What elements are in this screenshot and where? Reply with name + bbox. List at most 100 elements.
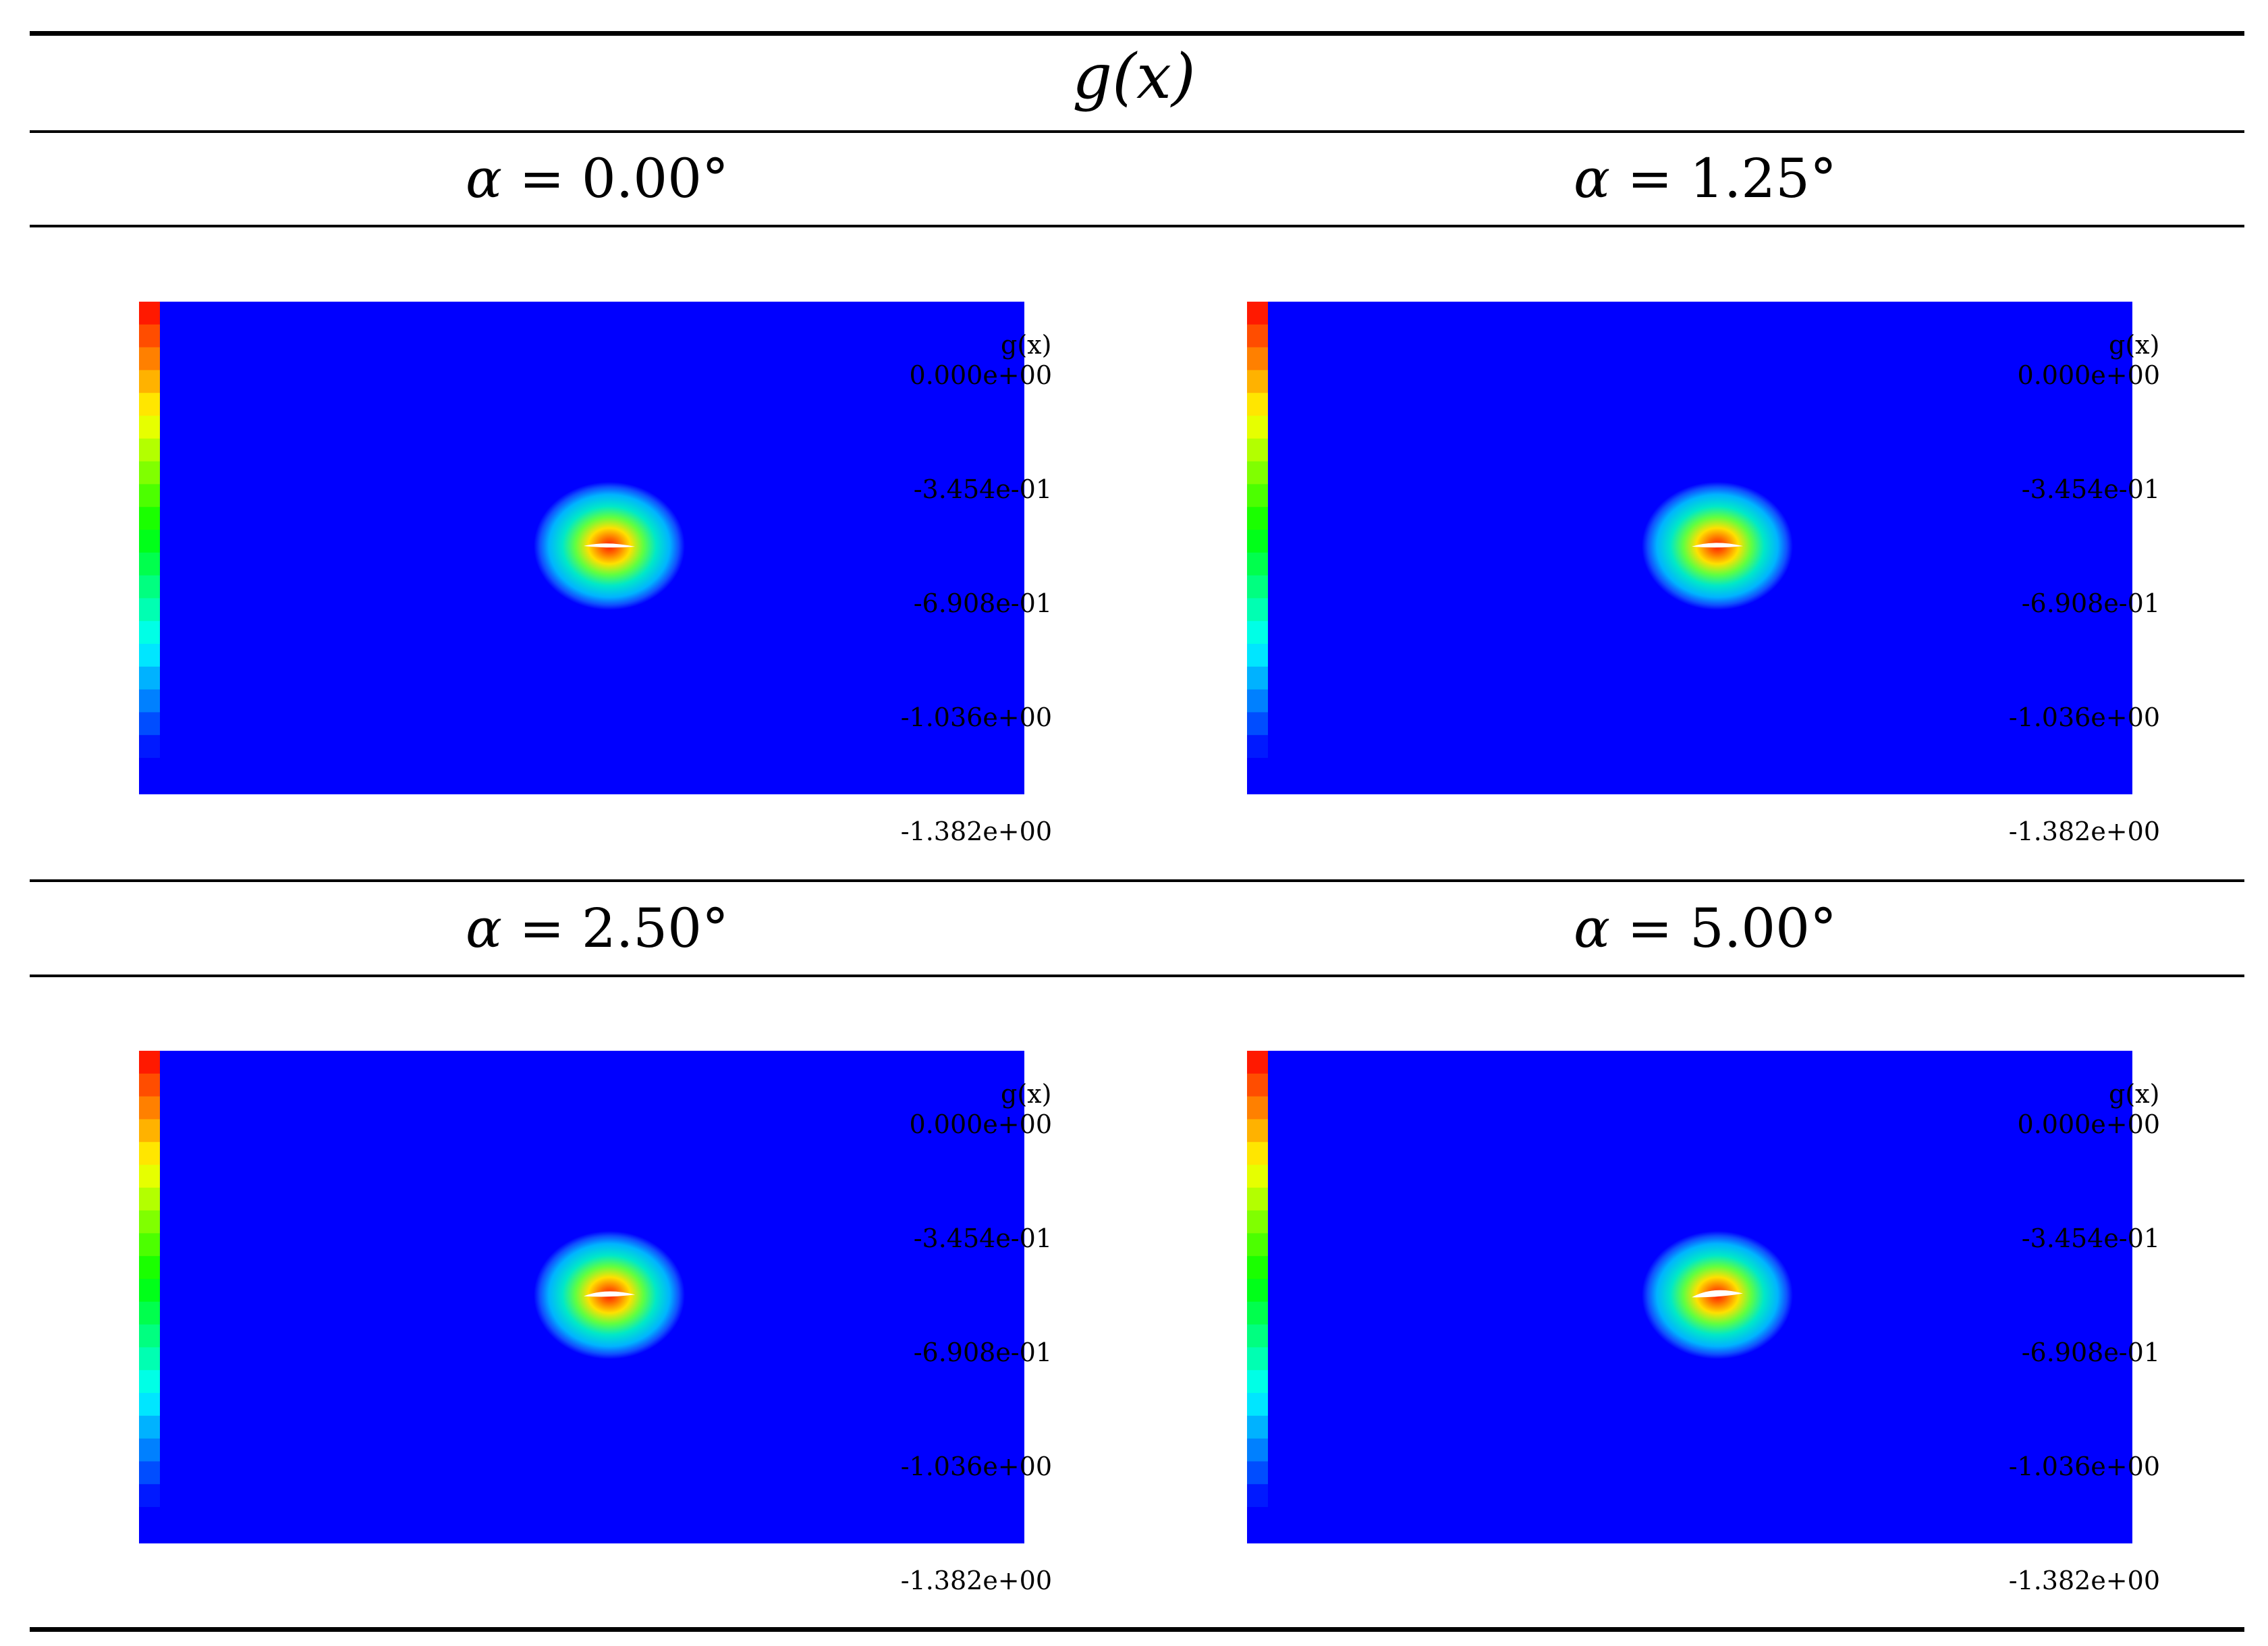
colorbar-level xyxy=(139,1415,160,1439)
alpha-symbol: α xyxy=(1574,897,1611,960)
colorbar-level xyxy=(139,461,160,485)
colorbar-level xyxy=(139,438,160,462)
colorbar-level xyxy=(1247,1393,1268,1417)
colorbar-level xyxy=(139,1461,160,1485)
contour-panel-2: g(x) 0.000e+00 -3.454e-01 -6.908e-01 -1.036e… xyxy=(1247,302,2225,882)
colorbar-level xyxy=(139,1187,160,1211)
colorbar-level xyxy=(1247,1301,1268,1325)
colorbar-tick-label: -1.036e+00 xyxy=(2008,703,2160,732)
alpha-value: = 2.50° xyxy=(502,897,729,960)
colorbar-level xyxy=(1247,621,1268,644)
alpha-symbol: α xyxy=(1574,147,1611,210)
colorbar-level xyxy=(139,1484,160,1507)
colorbar-level xyxy=(1247,575,1268,599)
panel-caption-3: α = 2.50° xyxy=(466,902,729,956)
colorbar-level xyxy=(1247,1187,1268,1211)
colorbar-level xyxy=(1247,1210,1268,1234)
colorbar-level xyxy=(1247,370,1268,393)
colorbar-level xyxy=(1247,1370,1268,1394)
colorbar-level xyxy=(139,1165,160,1188)
top-rule xyxy=(30,31,2244,36)
airfoil-shape xyxy=(1692,543,1744,548)
colorbar-title: g(x) xyxy=(1001,1079,1052,1109)
colorbar-level xyxy=(1247,1279,1268,1302)
alpha-value: = 5.00° xyxy=(1610,897,1837,960)
title-rule xyxy=(30,130,2244,133)
colorbar-level xyxy=(139,1256,160,1280)
colorbar-level xyxy=(1247,644,1268,667)
airfoil-shape xyxy=(1692,1290,1743,1298)
colorbar-level xyxy=(139,1438,160,1462)
panel-caption-4: α = 5.00° xyxy=(1574,902,1837,956)
colorbar-tick-label: -1.036e+00 xyxy=(900,1452,1052,1481)
colorbar-tick-label: -1.382e+00 xyxy=(2008,817,2160,846)
colorbar-level xyxy=(139,712,160,736)
colorbar-level xyxy=(139,1301,160,1325)
colorbar-level xyxy=(139,393,160,416)
colorbar-tick-label: -3.454e-01 xyxy=(913,1224,1052,1253)
colorbar-level xyxy=(1247,507,1268,530)
contour-panel-4: g(x) 0.000e+00 -3.454e-01 -6.908e-01 -1.036e… xyxy=(1247,1051,2225,1631)
row2-rule xyxy=(30,975,2244,977)
colorbar-level xyxy=(139,1119,160,1143)
contour-plot xyxy=(1642,482,1793,610)
colorbar-level xyxy=(1247,530,1268,553)
colorbar-level xyxy=(1247,1142,1268,1165)
contour-plot xyxy=(1642,1231,1793,1359)
colorbar-level xyxy=(139,1051,160,1074)
colorbar-level xyxy=(1247,552,1268,576)
colorbar-level xyxy=(139,621,160,644)
colorbar-level xyxy=(139,416,160,439)
contour-plot xyxy=(534,1231,685,1359)
colorbar-tick-label: 0.000e+00 xyxy=(909,360,1052,390)
colorbar-level xyxy=(139,370,160,393)
alpha-symbol: α xyxy=(466,897,503,960)
colorbar-level xyxy=(1247,1233,1268,1257)
colorbar-level xyxy=(1247,689,1268,713)
colorbar-level xyxy=(1247,735,1268,758)
colorbar-level xyxy=(1247,712,1268,736)
colorbar-level xyxy=(1247,461,1268,485)
colorbar-tick-label: -3.454e-01 xyxy=(2021,1224,2160,1253)
colorbar-level xyxy=(139,1096,160,1120)
bottom-rule xyxy=(30,1627,2244,1632)
colorbar-level xyxy=(1247,1347,1268,1371)
row1-rule xyxy=(30,225,2244,227)
colorbar-level xyxy=(139,1324,160,1348)
contour-plot xyxy=(534,482,685,610)
colorbar-tick-label: -3.454e-01 xyxy=(913,474,1052,504)
alpha-value: = 1.25° xyxy=(1610,147,1837,210)
colorbar-level xyxy=(139,1393,160,1417)
colorbar-level xyxy=(139,1347,160,1371)
colorbar-tick-label: -1.382e+00 xyxy=(2008,1566,2160,1595)
colorbar-level xyxy=(1247,484,1268,507)
colorbar-level xyxy=(1247,1096,1268,1120)
colorbar-tick-label: -1.382e+00 xyxy=(900,817,1052,846)
colorbar-level xyxy=(1247,1415,1268,1439)
colorbar-tick-label: 0.000e+00 xyxy=(2017,360,2160,390)
colorbar-tick-label: 0.000e+00 xyxy=(2017,1109,2160,1139)
figure-title: g(x) xyxy=(1072,40,1196,113)
alpha-symbol: α xyxy=(466,147,503,210)
panel-caption-1: α = 0.00° xyxy=(466,152,729,206)
colorbar-level xyxy=(139,507,160,530)
colorbar-level xyxy=(1247,1051,1268,1074)
colorbar-level xyxy=(139,552,160,576)
colorbar-title: g(x) xyxy=(1001,330,1052,360)
colorbar-level xyxy=(1247,1073,1268,1097)
colorbar-level xyxy=(1247,666,1268,690)
colorbar-level xyxy=(1247,393,1268,416)
colorbar-level xyxy=(139,1142,160,1165)
colorbar-level xyxy=(1247,302,1268,325)
colorbar-level xyxy=(139,689,160,713)
colorbar-tick-label: -1.036e+00 xyxy=(2008,1452,2160,1481)
colorbar-level xyxy=(139,644,160,667)
colorbar xyxy=(139,1051,160,1507)
airfoil-shape xyxy=(584,1291,636,1297)
colorbar-level xyxy=(139,1279,160,1302)
colorbar-level xyxy=(139,302,160,325)
colorbar-level xyxy=(139,575,160,599)
colorbar-title: g(x) xyxy=(2109,1079,2160,1109)
colorbar-level xyxy=(1247,1256,1268,1280)
colorbar-tick-label: 0.000e+00 xyxy=(909,1109,1052,1139)
